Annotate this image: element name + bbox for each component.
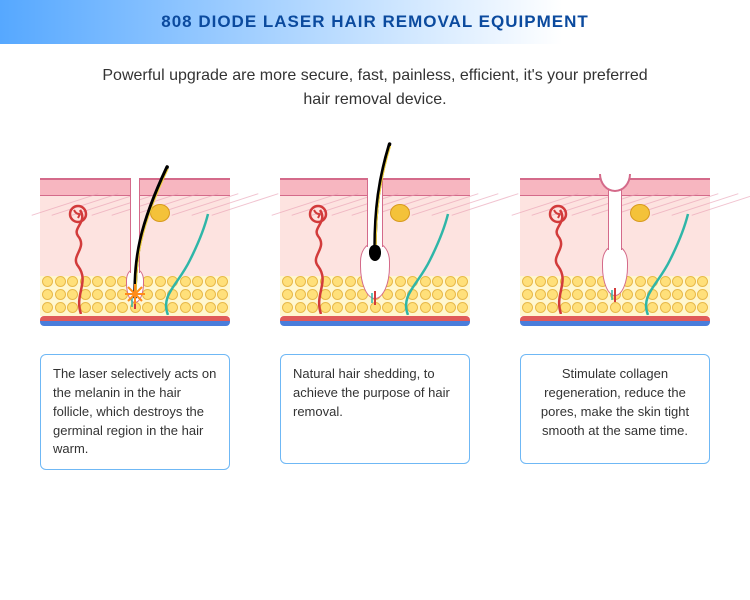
panels-row: The laser selectively acts on the melani…	[0, 136, 750, 470]
panel: Stimulate collagen regeneration, reduce …	[510, 136, 720, 470]
hair-shaft-icon	[40, 136, 230, 303]
subtitle: Powerful upgrade are more secure, fast, …	[0, 44, 750, 136]
panel-caption: Natural hair shedding, to achieve the pu…	[280, 354, 470, 464]
panel-caption: Stimulate collagen regeneration, reduce …	[520, 354, 710, 464]
sebaceous-gland-icon	[630, 204, 650, 222]
hair-shaft-icon	[280, 136, 470, 255]
subtitle-text: Powerful upgrade are more secure, fast, …	[102, 67, 647, 108]
blood-vessel-icon	[548, 204, 574, 314]
header-title: 808 DIODE LASER HAIR REMOVAL EQUIPMENT	[161, 12, 588, 31]
laser-burst-icon	[125, 284, 145, 309]
skin-diagram	[280, 136, 470, 336]
panel: Natural hair shedding, to achieve the pu…	[270, 136, 480, 470]
skin-diagram	[40, 136, 230, 336]
panel: The laser selectively acts on the melani…	[30, 136, 240, 470]
skin-diagram	[520, 136, 710, 336]
header-bar: 808 DIODE LASER HAIR REMOVAL EQUIPMENT	[0, 0, 750, 44]
panel-caption: The laser selectively acts on the melani…	[40, 354, 230, 470]
